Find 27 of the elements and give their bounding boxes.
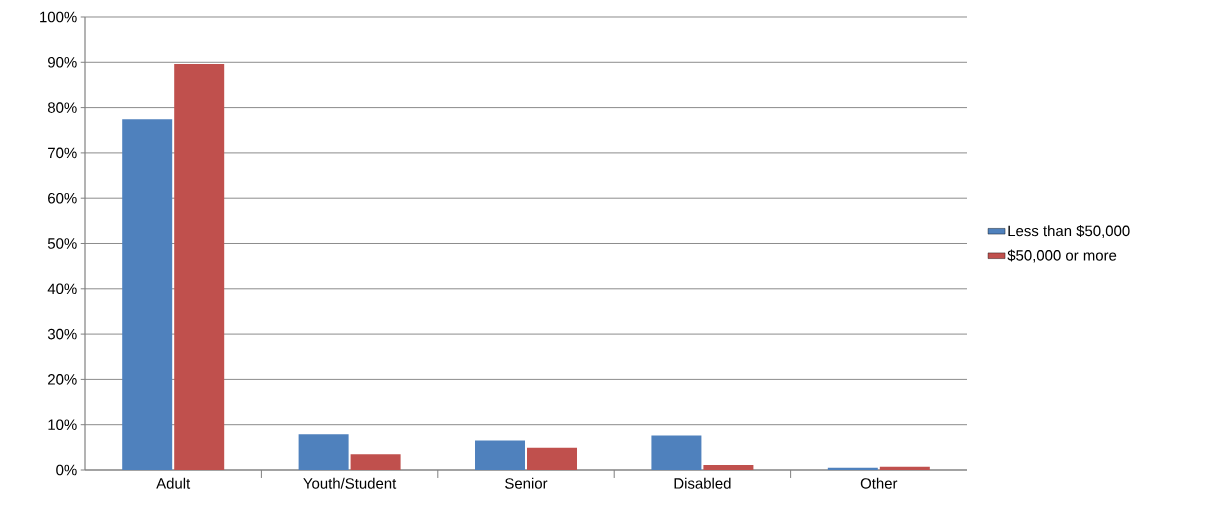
y-tick-label: 20% bbox=[48, 374, 77, 385]
bar bbox=[174, 64, 225, 470]
y-tick-label: 50% bbox=[47, 238, 77, 249]
bar bbox=[703, 465, 754, 470]
bar bbox=[879, 466, 930, 470]
legend-label: $50,000 or more bbox=[1007, 249, 1117, 263]
x-tick-label: Senior bbox=[505, 477, 548, 489]
y-tick-label: 80% bbox=[47, 102, 77, 113]
x-tick-label: Other bbox=[860, 477, 898, 489]
y-tick-label: 10% bbox=[48, 419, 77, 430]
bar bbox=[122, 119, 173, 470]
y-tick-label: 30% bbox=[47, 328, 77, 340]
y-tick-label: 100% bbox=[40, 11, 77, 23]
y-tick-label: 60% bbox=[48, 192, 77, 204]
x-tick-label: Youth/Student bbox=[303, 477, 397, 489]
y-tick-label: 0% bbox=[56, 464, 77, 476]
bar bbox=[527, 447, 577, 470]
bar bbox=[298, 434, 349, 470]
bar bbox=[651, 435, 702, 470]
bar bbox=[350, 454, 401, 470]
bar bbox=[475, 440, 526, 470]
y-tick-label: 40% bbox=[47, 283, 77, 295]
x-tick-label: Adult bbox=[156, 477, 191, 489]
y-tick-label: 90% bbox=[48, 57, 77, 68]
y-tick-label: 70% bbox=[48, 147, 77, 159]
x-tick-label: Disabled bbox=[674, 477, 731, 489]
legend-label: Less than $50,000 bbox=[1008, 224, 1130, 238]
